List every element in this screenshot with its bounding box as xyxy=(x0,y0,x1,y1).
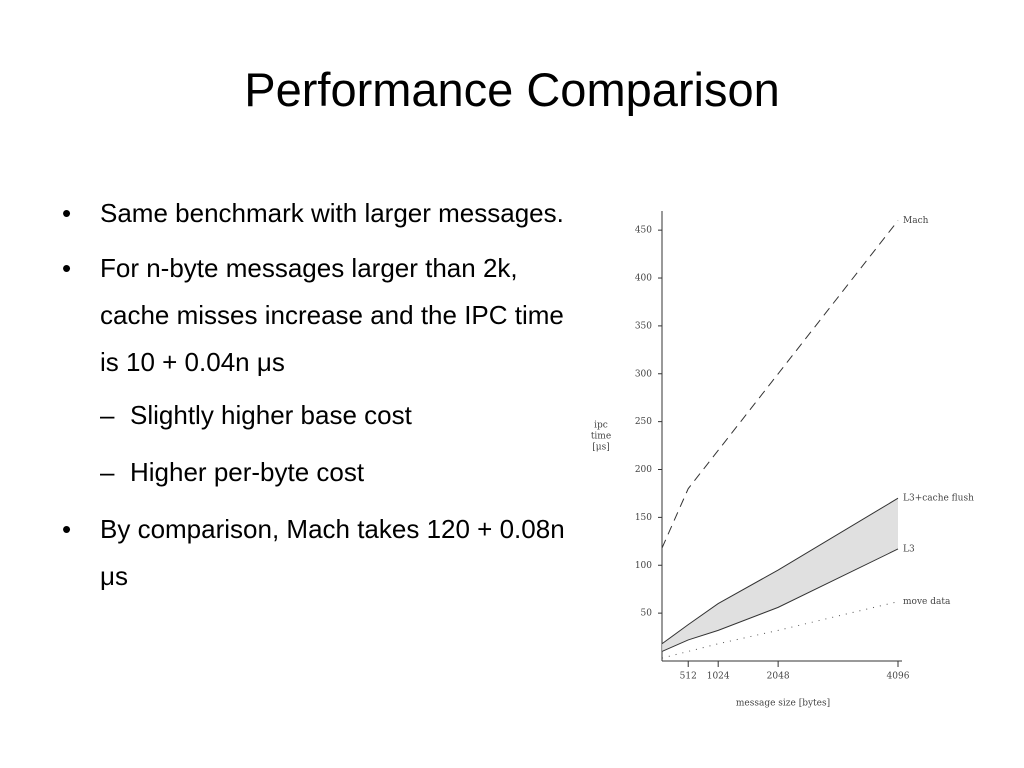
y-tick-label: 300 xyxy=(635,369,652,379)
y-axis-label: ipc xyxy=(594,421,608,431)
bullet-text: For n-byte messages larger than 2k, cach… xyxy=(100,253,564,377)
y-tick-label: 100 xyxy=(635,561,652,571)
y-tick-label: 250 xyxy=(635,417,652,427)
series-label: L3+cache flush xyxy=(903,494,974,504)
series-line xyxy=(661,220,899,549)
bullet: Same benchmark with larger messages. xyxy=(60,190,570,237)
series-label: L3 xyxy=(903,544,915,554)
x-tick-label: 4096 xyxy=(887,672,910,682)
x-tick-label: 1024 xyxy=(707,672,730,682)
series-label: Mach xyxy=(903,216,929,226)
series-label: move data xyxy=(903,597,951,607)
bullet-list: Same benchmark with larger messages. For … xyxy=(60,190,570,608)
x-tick-label: 2048 xyxy=(767,672,790,682)
slide-title: Performance Comparison xyxy=(244,63,780,116)
bullet: For n-byte messages larger than 2k, cach… xyxy=(60,245,570,496)
series-line xyxy=(661,497,899,645)
y-tick-label: 50 xyxy=(641,609,653,619)
bullet: By comparison, Mach takes 120 + 0.08n μs xyxy=(60,506,570,600)
sub-list: Slightly higher base cost Higher per-byte… xyxy=(100,392,570,496)
x-axis-label: message size [bytes] xyxy=(736,699,830,709)
bullet-text: Same benchmark with larger messages. xyxy=(100,198,564,228)
y-axis-label: time xyxy=(591,432,611,442)
sub-bullet: Higher per-byte cost xyxy=(100,449,570,496)
y-tick-label: 350 xyxy=(635,321,652,331)
x-tick-label: 512 xyxy=(680,672,697,682)
y-tick-label: 200 xyxy=(635,465,652,475)
series-line xyxy=(661,548,899,652)
y-tick-label: 400 xyxy=(635,274,652,284)
shaded-band xyxy=(662,498,898,652)
y-tick-label: 150 xyxy=(635,513,652,523)
y-axis-label: [μs] xyxy=(592,443,610,453)
sub-bullet: Slightly higher base cost xyxy=(100,392,570,439)
bullet-text: By comparison, Mach takes 120 + 0.08n μs xyxy=(100,514,565,591)
chart: 50 100 150 200 250 300 350 400 450 512 1024 2048 409… xyxy=(591,211,974,709)
y-tick-label: 450 xyxy=(635,226,652,236)
